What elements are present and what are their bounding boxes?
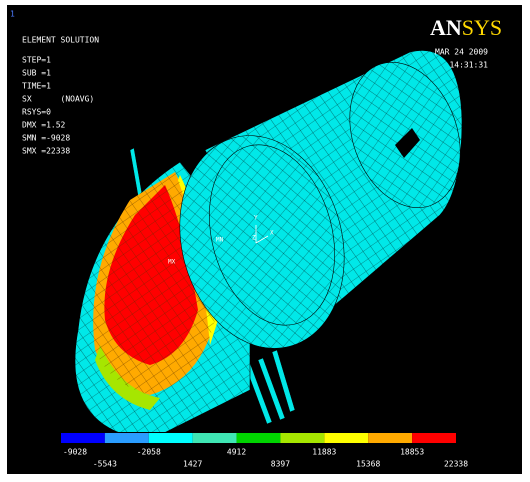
legend-band bbox=[324, 433, 368, 443]
logo-part: SYS bbox=[462, 15, 502, 40]
result-info: SMN =-9028 bbox=[22, 134, 70, 143]
legend-band bbox=[368, 433, 412, 443]
legend-band bbox=[193, 433, 237, 443]
legend-label: 8397 bbox=[271, 460, 290, 469]
legend-band bbox=[412, 433, 456, 443]
legend-label: 18853 bbox=[400, 448, 424, 457]
legend-band bbox=[149, 433, 193, 443]
result-info: TIME=1 bbox=[22, 82, 51, 91]
legend-label: -5543 bbox=[93, 460, 117, 469]
result-info: SMX =22338 bbox=[22, 147, 70, 156]
model-label: Y bbox=[254, 215, 258, 222]
legend-band bbox=[61, 433, 105, 443]
result-info: SX (NOAVG) bbox=[22, 95, 94, 104]
model-label: X bbox=[270, 230, 274, 237]
time: 14:31:31 bbox=[449, 61, 488, 70]
date: MAR 24 2009 bbox=[435, 48, 488, 57]
viewport: 1 ELEMENT SOLUTION STEP=1 SUB =1 TIME=1 SX (N… bbox=[0, 0, 530, 482]
result-info: SUB =1 bbox=[22, 69, 51, 78]
legend-label: 11883 bbox=[312, 448, 336, 457]
legend-label: 22338 bbox=[444, 460, 468, 469]
legend-band bbox=[105, 433, 149, 443]
logo: ANSYS bbox=[430, 15, 502, 40]
result-title: ELEMENT SOLUTION bbox=[22, 36, 99, 45]
model-label: MN bbox=[216, 237, 224, 244]
result-info: RSYS=0 bbox=[22, 108, 51, 117]
result-info: STEP=1 bbox=[22, 56, 51, 65]
legend-band bbox=[237, 433, 281, 443]
screenshot: 1 ELEMENT SOLUTION STEP=1 SUB =1 TIME=1 SX (N… bbox=[0, 0, 530, 482]
legend-band bbox=[280, 433, 324, 443]
logo-part: AN bbox=[430, 15, 462, 40]
legend-label: 1427 bbox=[183, 460, 202, 469]
legend-label: -2058 bbox=[137, 448, 161, 457]
model-label: Z bbox=[252, 235, 256, 242]
result-info: DMX =1.52 bbox=[22, 121, 66, 130]
legend-label: 15368 bbox=[356, 460, 380, 469]
window-number: 1 bbox=[10, 10, 15, 19]
model-label: MX bbox=[168, 259, 176, 266]
legend-label: 4912 bbox=[227, 448, 246, 457]
legend-label: -9028 bbox=[63, 448, 87, 457]
